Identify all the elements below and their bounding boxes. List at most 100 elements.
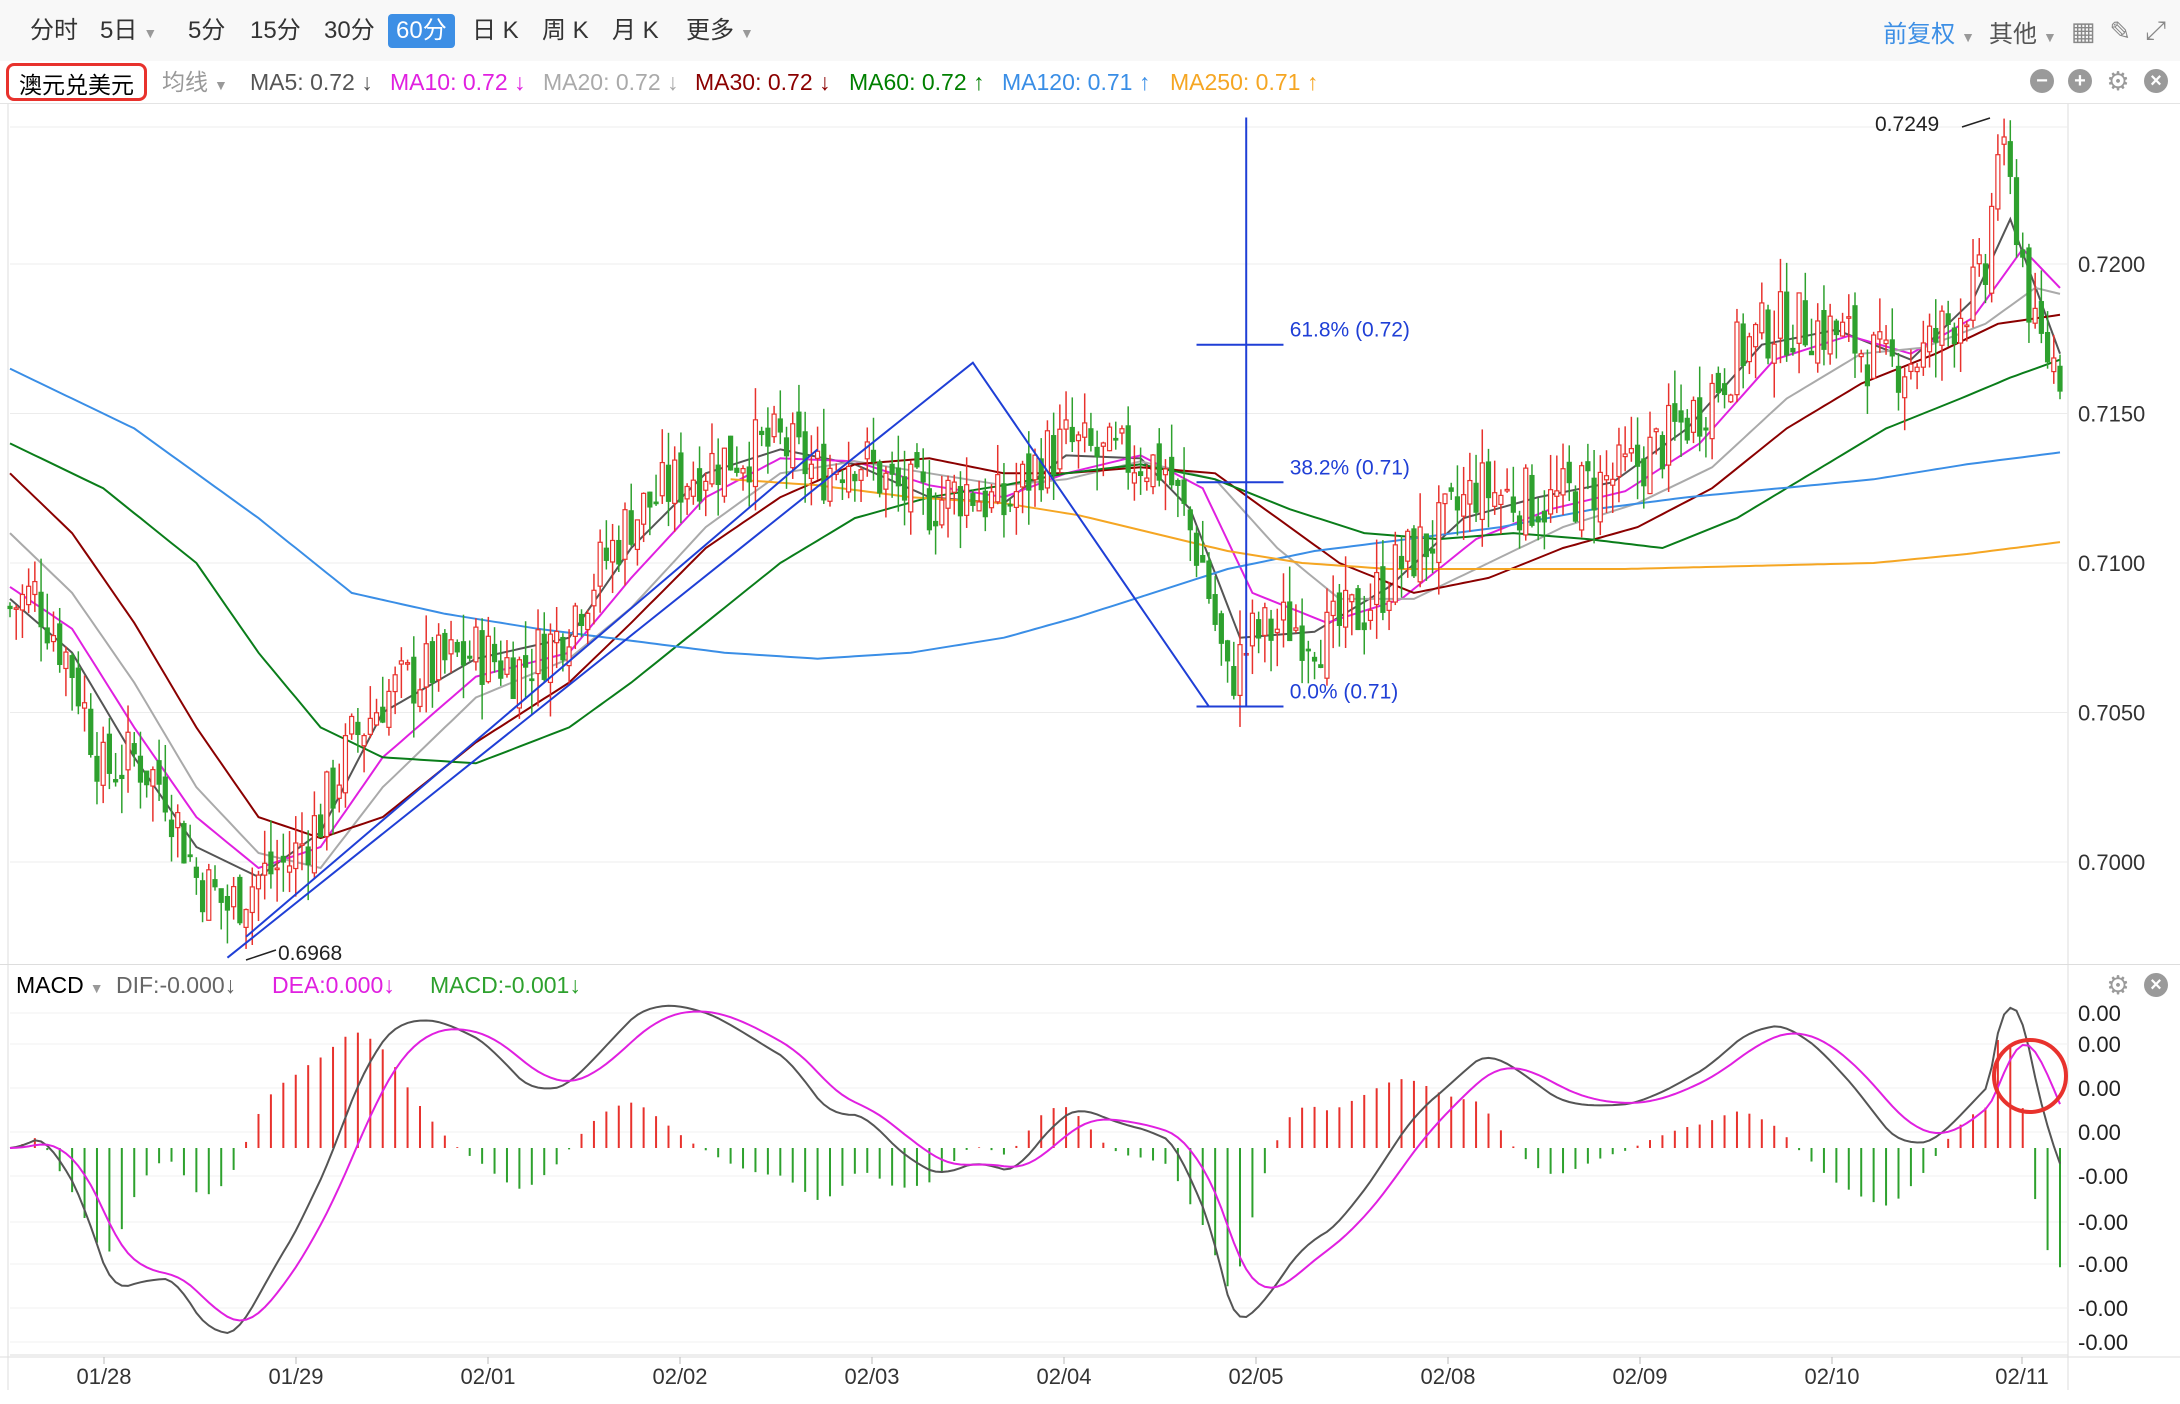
candle-up	[1131, 472, 1137, 484]
time-tick-label: 02/03	[844, 1364, 899, 1389]
candle-up	[1106, 426, 1113, 452]
candle-up	[324, 771, 330, 838]
candle-down	[603, 547, 609, 561]
candle-up	[1877, 331, 1883, 340]
candle-down	[2057, 365, 2063, 392]
symbol-name[interactable]: 澳元兑美元	[6, 63, 147, 101]
tab-monthly-k[interactable]: 月 K	[612, 17, 659, 44]
candle-up	[1759, 302, 1765, 334]
chevron-down-icon: ▼	[89, 980, 104, 996]
tab-minute[interactable]: 分时	[30, 17, 78, 44]
tab-60-min[interactable]: 60分	[388, 14, 455, 48]
candle-up	[833, 471, 839, 475]
ma250-value: MA250: 0.71	[1170, 69, 1301, 95]
candle-up	[367, 717, 373, 735]
candle-down	[106, 733, 112, 774]
minus-icon[interactable]: −	[2030, 69, 2054, 93]
candle-up	[1150, 454, 1156, 488]
close-icon[interactable]: ×	[2144, 973, 2168, 997]
fibonacci-tool: 61.8% (0.72) 38.2% (0.71) 0.0% (0.71)	[226, 117, 1410, 959]
candle-down	[1765, 309, 1771, 359]
candle-down	[647, 491, 653, 508]
candle-up	[641, 492, 647, 525]
candle-up	[951, 481, 957, 493]
candle-down	[1175, 479, 1181, 486]
candle-up	[1492, 492, 1498, 507]
close-icon[interactable]: ×	[2144, 69, 2168, 93]
candle-up	[1367, 609, 1374, 622]
plus-icon[interactable]: +	[2068, 69, 2092, 93]
candle-down	[131, 743, 137, 755]
candle-up	[1610, 478, 1616, 486]
candle-down	[1808, 350, 1815, 356]
candle-up	[1523, 467, 1529, 536]
tab-15-min[interactable]: 15分	[250, 17, 301, 44]
candle-up	[1274, 628, 1280, 634]
candle-down	[852, 473, 858, 482]
candle-up	[1647, 436, 1653, 495]
tab-30-min[interactable]: 30分	[324, 17, 375, 44]
ma120-legend: MA120: 0.71 ↑	[1002, 61, 1150, 103]
tab-more[interactable]: 更多 ▼	[678, 14, 762, 48]
candle-down	[628, 510, 634, 545]
time-tick-label: 02/09	[1612, 1364, 1667, 1389]
ma-selector[interactable]: 均线 ▼	[162, 61, 228, 103]
candle-down	[1311, 656, 1318, 662]
candle-up	[976, 501, 982, 512]
candle-up	[32, 580, 38, 596]
candle-up	[1690, 399, 1697, 433]
macd-selector[interactable]: MACD ▼	[16, 964, 104, 1006]
candle-down	[877, 461, 883, 494]
ma60-line	[9, 358, 2061, 765]
ma120-value: MA120: 0.71	[1002, 69, 1133, 95]
candle-up	[740, 467, 746, 474]
candle-up	[709, 452, 715, 485]
candle-down	[901, 476, 908, 501]
candle-up	[1622, 453, 1628, 458]
tab-weekly-k[interactable]: 周 K	[542, 17, 589, 44]
candle-down	[1299, 625, 1305, 661]
candle-down	[1336, 592, 1342, 626]
candle-down	[696, 468, 703, 502]
candle-up	[1498, 494, 1504, 506]
candle-down	[1454, 496, 1461, 511]
grid-icon[interactable]: ▦	[2070, 15, 2096, 46]
tab-5-day[interactable]: 5日 ▼	[92, 14, 165, 48]
macd-tick-label: -0.00	[2078, 1164, 2128, 1189]
fullscreen-icon[interactable]: ⤢	[2145, 15, 2166, 45]
candle-up	[1920, 342, 1926, 368]
candle-up	[864, 441, 870, 460]
candle-down	[796, 411, 802, 438]
adjust-dropdown[interactable]: 前复权 ▼	[1883, 14, 1975, 49]
gear-icon[interactable]: ⚙	[2106, 66, 2130, 96]
candle-up	[1479, 462, 1485, 521]
ma20-arrow: ↓	[667, 69, 679, 95]
ma5-line	[9, 216, 2061, 879]
candle-down	[1256, 619, 1262, 639]
candle-down	[467, 655, 473, 659]
candle-up	[1057, 428, 1063, 470]
candle-up	[373, 712, 380, 726]
candle-down	[218, 888, 224, 903]
candle-down	[1318, 664, 1324, 668]
tab-daily-k[interactable]: 日 K	[472, 17, 519, 44]
ma250-legend: MA250: 0.71 ↑	[1170, 61, 1318, 103]
gear-icon[interactable]: ⚙	[2106, 970, 2130, 1000]
candle-down	[187, 854, 193, 858]
candle-up	[1908, 363, 1914, 373]
candle-down	[715, 464, 721, 486]
other-dropdown[interactable]: 其他 ▼	[1989, 14, 2057, 49]
ma120-arrow: ↑	[1138, 69, 1151, 95]
tab-5-min[interactable]: 5分	[188, 17, 226, 44]
macd-tick-label: 0.00	[2078, 1032, 2121, 1057]
moving-average-lines	[9, 216, 2061, 879]
draw-tool-icon[interactable]: ✎	[2109, 15, 2132, 46]
highlight-circle	[1992, 1038, 2068, 1114]
candle-down	[1510, 496, 1516, 513]
candle-up	[299, 843, 305, 847]
candle-down	[1113, 437, 1119, 441]
candle-up	[1902, 376, 1908, 399]
trend-zigzag	[226, 361, 1210, 959]
candle-down	[1572, 491, 1579, 522]
